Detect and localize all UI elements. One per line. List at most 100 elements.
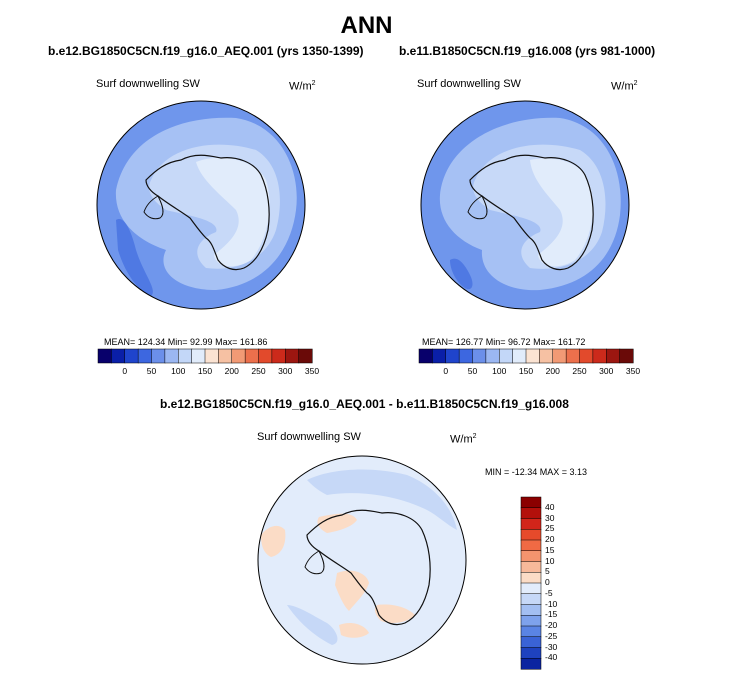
colorbar-tick-label: 5 <box>545 566 550 577</box>
colorbar-swatch <box>552 348 567 364</box>
diff-positive-west <box>261 525 286 557</box>
colorbar-tick-label: -20 <box>545 620 558 630</box>
left-colorbar-ticks: 0 50 100 150 200 250 300 350 <box>98 366 319 378</box>
colorbar-swatch <box>271 348 286 364</box>
colorbar-tick-label: 200 <box>545 366 560 376</box>
colorbar-tick-label: 30 <box>545 512 555 523</box>
colorbar-tick-label: 0 <box>443 366 449 376</box>
left-panel-title: b.e12.BG1850C5CN.f19_g16.0_AEQ.001 (yrs … <box>48 44 364 58</box>
colorbar-tick-label: 25 <box>545 523 555 534</box>
left-panel-stats: MEAN= 124.34 Min= 92.99 Max= 161.86 <box>104 337 268 347</box>
colorbar-swatch <box>520 539 542 552</box>
colorbar-swatch <box>525 348 540 364</box>
colorbar-tick-label: -25 <box>545 630 558 641</box>
deep-blue-streak <box>450 258 473 290</box>
colorbar-swatch <box>520 658 542 670</box>
colorbar-tick-label: 150 <box>197 366 213 376</box>
colorbar-swatch <box>204 348 219 364</box>
diff-positive-coast <box>317 513 357 533</box>
colorbar-swatch <box>565 348 581 364</box>
colorbar-swatch <box>111 348 126 364</box>
colorbar-swatch <box>258 348 273 364</box>
colorbar-swatch <box>520 496 542 509</box>
colorbar-swatch <box>592 348 607 364</box>
left-polar-map <box>96 100 306 310</box>
colorbar-tick-label: 150 <box>518 366 534 376</box>
colorbar-tick-label: -15 <box>545 609 558 620</box>
colorbar-swatch <box>191 348 206 364</box>
pale-region <box>196 157 270 267</box>
diff-positive-east <box>374 604 415 623</box>
colorbar-tick-label: 300 <box>599 366 614 376</box>
diff-panel-stats: MIN = -12.34 MAX = 3.13 <box>485 467 588 477</box>
colorbar-swatch <box>124 348 139 364</box>
colorbar-swatch <box>97 348 112 364</box>
diff-negative-band-north <box>307 469 457 530</box>
colorbar-swatch <box>418 348 433 364</box>
peninsula-coast <box>143 195 164 220</box>
colorbar-tick-label: 0 <box>122 366 128 376</box>
colorbar-tick-label: 350 <box>304 366 320 376</box>
colorbar-tick-label: 250 <box>572 366 587 376</box>
colorbar-swatch <box>539 348 554 364</box>
colorbar-tick-label: 50 <box>467 366 478 376</box>
diff-negative-band-south <box>287 605 338 645</box>
right-panel-units: W/m2 <box>611 80 638 93</box>
colorbar-swatch <box>520 561 542 573</box>
right-polar-map <box>420 100 630 310</box>
colorbar-swatch <box>512 348 527 364</box>
colorbar-swatch <box>520 615 542 627</box>
colorbar-tick-label: 10 <box>545 555 555 566</box>
colorbar-swatch <box>499 348 514 364</box>
right-colorbar-ticks: 0 50 100 150 200 250 300 350 <box>419 366 640 378</box>
colorbar-swatch <box>137 348 153 364</box>
colorbar-swatch <box>244 348 260 364</box>
colorbar-tick-label: 250 <box>251 366 266 376</box>
figure-title: ANN <box>340 12 393 39</box>
left-colorbar <box>97 348 313 364</box>
colorbar-tick-label: 20 <box>545 534 555 544</box>
colorbar-swatch <box>298 348 313 364</box>
diff-panel-title: b.e12.BG1850C5CN.f19_g16.0_AEQ.001 - b.e… <box>160 397 569 411</box>
colorbar-tick-label: -10 <box>545 598 558 609</box>
colorbar-tick-label: 50 <box>146 366 157 376</box>
diff-positive-bottom <box>339 622 369 638</box>
antarctica-coast <box>145 154 270 271</box>
colorbar-tick-label: -5 <box>545 587 553 598</box>
colorbar-swatch <box>472 348 487 364</box>
peninsula-coast <box>467 195 488 220</box>
left-panel-units: W/m2 <box>289 80 316 93</box>
colorbar-swatch <box>218 348 233 364</box>
diff-panel-variable: Surf downwelling SW <box>257 431 361 443</box>
diff-colorbar <box>520 496 542 670</box>
diff-polar-map <box>257 455 467 665</box>
diff-panel-units: W/m2 <box>450 433 477 446</box>
colorbar-swatch <box>606 348 621 364</box>
colorbar-swatch <box>520 593 542 606</box>
colorbar-tick-label: 200 <box>224 366 239 376</box>
colorbar-swatch <box>520 636 542 649</box>
deep-blue-streak <box>116 219 153 296</box>
colorbar-swatch <box>520 518 542 530</box>
colorbar-swatch <box>619 348 634 364</box>
peninsula-coast <box>304 550 325 575</box>
pale-region <box>530 158 593 267</box>
colorbar-swatch <box>432 348 447 364</box>
colorbar-swatch <box>458 348 474 364</box>
colorbar-tick-label: 0 <box>545 577 550 587</box>
right-panel-variable: Surf downwelling SW <box>417 78 521 90</box>
antarctica-coast <box>469 154 594 271</box>
right-colorbar <box>418 348 634 364</box>
colorbar-swatch <box>151 348 166 364</box>
colorbar-swatch <box>520 507 542 520</box>
colorbar-tick-label: 350 <box>625 366 641 376</box>
colorbar-swatch <box>178 348 193 364</box>
colorbar-tick-label: 15 <box>545 544 555 555</box>
colorbar-tick-label: 300 <box>278 366 293 376</box>
colorbar-tick-label: -30 <box>545 641 558 652</box>
diff-colorbar-ticks: 40 30 25 20 15 10 5 0 -5 -10 -15 -20 -25 -30 -40 <box>545 497 585 669</box>
diff-positive-interior <box>335 570 369 611</box>
right-panel-title: b.e11.B1850C5CN.f19_g16.008 (yrs 981-100… <box>399 44 656 58</box>
colorbar-swatch <box>520 529 542 541</box>
colorbar-swatch <box>520 582 542 595</box>
